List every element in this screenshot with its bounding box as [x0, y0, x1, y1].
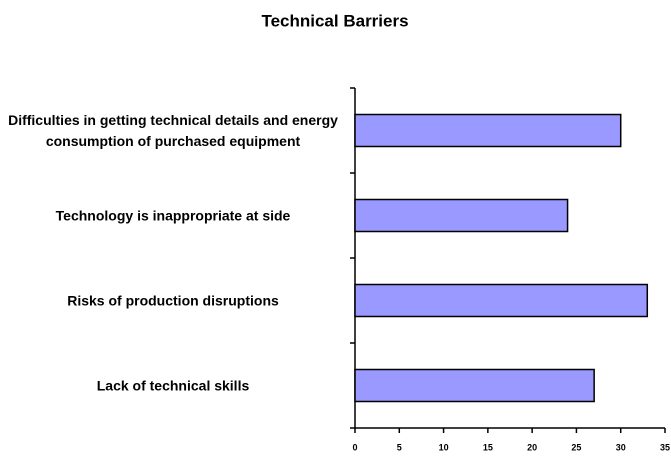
x-tick-label: 35: [660, 442, 670, 452]
category-label: Difficulties in getting technical detail…: [8, 111, 338, 149]
x-tick-label: 30: [616, 442, 626, 452]
x-tick-label: 20: [527, 442, 537, 452]
bar: [354, 113, 622, 148]
bar: [354, 198, 569, 233]
category-label: Technology is inappropriate at side: [55, 207, 291, 223]
category-label: Risks of production disruptions: [67, 292, 279, 308]
bar: [354, 368, 595, 403]
category-label: Lack of technical skills: [96, 377, 250, 393]
bar: [354, 283, 649, 318]
x-tick-label: 10: [439, 442, 449, 452]
chart-title: Technical Barriers: [261, 11, 408, 30]
x-tick-label: 15: [483, 442, 493, 452]
x-tick-label: 5: [397, 442, 402, 452]
x-tick-label: 25: [571, 442, 581, 452]
x-tick-label: 0: [352, 442, 357, 452]
